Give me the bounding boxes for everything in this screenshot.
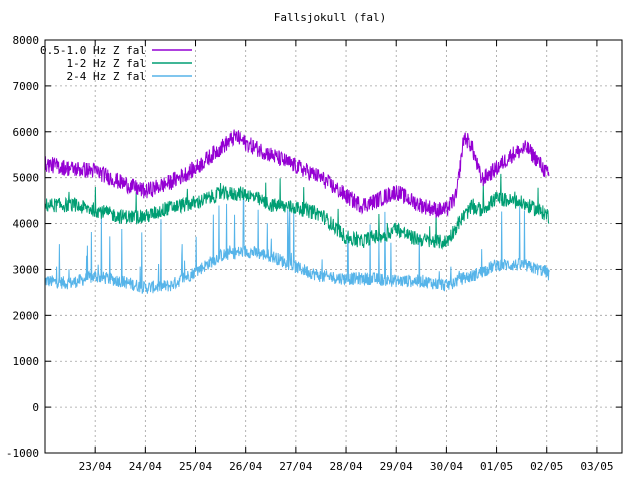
x-tick-label: 02/05 [530,460,563,473]
axes: -1000 0 1000 2000 3000 4000 5000 6000 7000 8000 23… [6,34,623,473]
y-tick-label: 1000 [13,355,40,368]
x-tick-label: 01/05 [480,460,513,473]
y-tick-label: -1000 [6,447,39,460]
x-tick-label: 23/04 [79,460,112,473]
x-tick-label: 27/04 [279,460,312,473]
y-tick-label: 6000 [13,126,40,139]
y-tick-label: 4000 [13,218,40,231]
y-tick-label: 5000 [13,172,40,185]
chart-title: Fallsjokull (fal) [274,11,387,24]
x-tick-label: 03/05 [580,460,613,473]
series-layer [44,129,550,294]
x-tick-label: 24/04 [129,460,162,473]
plot-border [44,39,623,454]
x-tick-label: 30/04 [430,460,463,473]
y-tick-label: 2000 [13,309,40,322]
legend-label: 1-2 Hz Z fal [67,57,146,70]
legend-label: 2-4 Hz Z fal [67,70,146,83]
legend-label: 0.5-1.0 Hz Z fal [40,44,146,57]
y-tick-label: 7000 [13,80,40,93]
series-line-0 [44,129,550,218]
series-line-1 [44,173,550,250]
x-tick-label: 26/04 [229,460,262,473]
x-tick-label: 25/04 [179,460,212,473]
y-tick-label: 3000 [13,263,40,276]
y-tick-label: 0 [32,401,39,414]
x-tick-label: 28/04 [329,460,362,473]
x-tick-label: 29/04 [380,460,413,473]
y-tick-label: 8000 [13,34,40,47]
series-line-2 [44,195,550,294]
